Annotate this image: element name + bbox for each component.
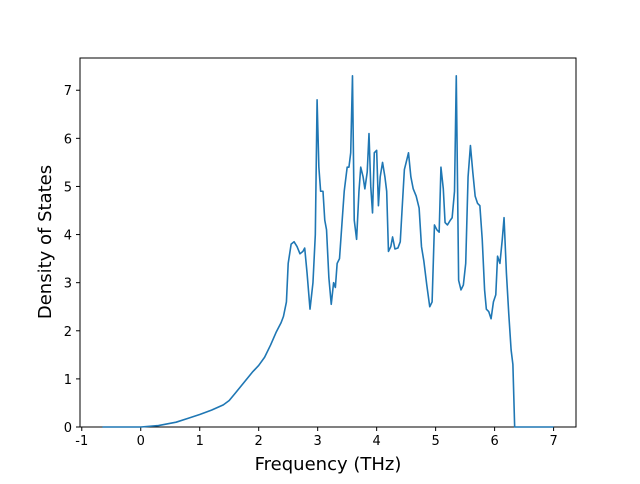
y-tick-label: 5 (64, 180, 72, 195)
x-tick-label: -1 (75, 434, 88, 449)
axes-frame (79, 57, 577, 428)
y-tick-label: 7 (64, 84, 72, 99)
y-tick-label: 1 (64, 373, 72, 388)
x-tick-label: 4 (373, 434, 381, 449)
line (102, 75, 554, 428)
y-axis-label: Density of States (35, 165, 56, 319)
y-tick-label: 6 (64, 132, 72, 147)
x-tick-label: 0 (137, 434, 145, 449)
y-tick-label: 0 (64, 421, 72, 436)
x-tick-label: 7 (549, 434, 557, 449)
x-tick-label: 5 (431, 434, 439, 449)
y-tick-label: 4 (64, 229, 72, 244)
x-tick-label: 6 (490, 434, 498, 449)
y-tick-label: 3 (64, 277, 72, 292)
x-tick-label: 3 (314, 434, 322, 449)
y-tick-label: 2 (64, 325, 72, 340)
x-tick-label: 2 (255, 434, 263, 449)
x-axis-label: Frequency (THz) (255, 454, 402, 475)
x-tick-label: 1 (196, 434, 204, 449)
